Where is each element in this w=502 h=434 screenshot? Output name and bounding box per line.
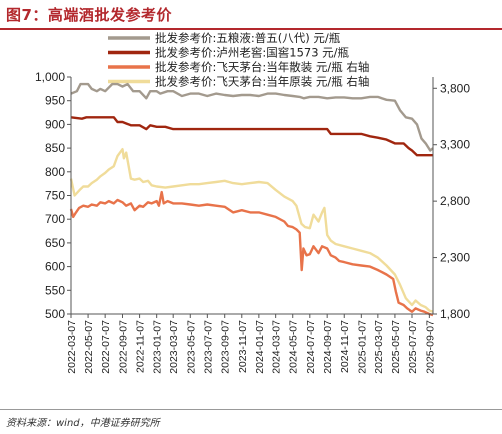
- x-tick-label: 2025-01-07: [356, 320, 368, 374]
- y-right-tick-label: 2,300: [440, 251, 470, 265]
- figure-title: 图7：高端酒批发参考价: [6, 6, 172, 24]
- title-rule: [0, 28, 502, 30]
- x-tick-label: 2024-05-07: [288, 320, 300, 374]
- series-line-4: [69, 148, 434, 313]
- legend-label-4: 批发参考价:飞天茅台:当年原装 元/瓶 右轴: [155, 75, 369, 89]
- y-left-tick-label: 600: [45, 260, 65, 274]
- plot-area: [69, 82, 434, 317]
- x-tick-label: 2022-07-07: [100, 320, 112, 374]
- y-left-tick-label: 500: [45, 307, 65, 321]
- y-left-tick-label: 850: [45, 141, 65, 155]
- series-line-1: [70, 82, 434, 152]
- x-tick-label: 2024-01-07: [254, 320, 266, 374]
- y-left-tick-label: 900: [45, 117, 65, 131]
- x-tick-label: 2022-09-07: [118, 320, 130, 374]
- legend-label-1: 批发参考价:五粮液:普五(八代) 元/瓶: [155, 31, 341, 45]
- y-left-tick-label: 1,000: [35, 70, 65, 84]
- x-tick-label: 2023-05-07: [185, 320, 197, 374]
- legend-label-3: 批发参考价:飞天茅台:当年散装 元/瓶 右轴: [155, 60, 369, 74]
- x-tick-label: 2023-03-07: [168, 320, 180, 374]
- x-tick-label: 2025-07-07: [407, 320, 419, 374]
- x-tick-label: 2023-09-07: [220, 320, 232, 374]
- y-left-tick-label: 800: [45, 165, 65, 179]
- x-tick-label: 2023-01-07: [152, 320, 164, 374]
- y-left-tick-label: 700: [45, 212, 65, 226]
- y-left-tick-label: 550: [45, 283, 65, 297]
- x-tick-label: 2024-09-07: [322, 320, 334, 374]
- source-divider: [0, 409, 502, 410]
- x-tick-label: 2024-11-07: [339, 320, 351, 373]
- x-tick-label: 2025-03-07: [373, 320, 385, 374]
- y-left-tick-label: 950: [45, 94, 65, 108]
- series-line-3: [69, 190, 434, 317]
- y-left-tick-label: 650: [45, 236, 65, 250]
- legend-label-2: 批发参考价:泸州老窖:国窖1573 元/瓶: [155, 46, 350, 60]
- series-line-2: [70, 116, 433, 157]
- y-right-tick-label: 3,300: [440, 138, 470, 152]
- x-tick-label: 2025-05-07: [390, 320, 402, 374]
- y-right-tick-label: 3,800: [440, 81, 470, 95]
- y-left-tick-label: 750: [45, 189, 65, 203]
- x-tick-label: 2022-05-07: [83, 320, 95, 374]
- axes: 500 550 600 650 700 750 800 850 900 950 1,000 1,800…: [35, 70, 470, 374]
- x-tick-label: 2025-09-07: [424, 320, 436, 374]
- x-tick-label: 2024-07-07: [305, 320, 317, 374]
- x-tick-label: 2023-11-07: [237, 320, 249, 373]
- source-note: 资料来源：wind，中港证券研究所: [6, 418, 160, 429]
- x-tick-label: 2022-03-07: [66, 320, 78, 374]
- x-tick-label: 2024-03-07: [271, 320, 283, 374]
- x-tick-label: 2023-07-07: [202, 320, 214, 374]
- y-right-tick-label: 2,800: [440, 194, 470, 208]
- y-right-tick-label: 1,800: [440, 307, 470, 321]
- x-tick-label: 2022-11-07: [135, 320, 147, 373]
